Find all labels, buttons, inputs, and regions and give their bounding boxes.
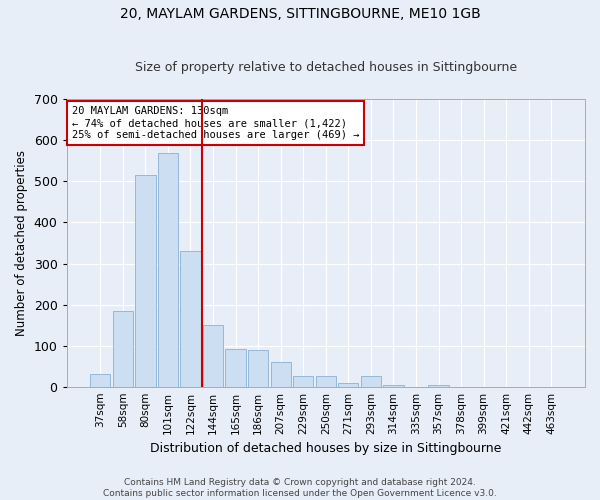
Text: Contains HM Land Registry data © Crown copyright and database right 2024.
Contai: Contains HM Land Registry data © Crown c…	[103, 478, 497, 498]
Text: 20 MAYLAM GARDENS: 130sqm
← 74% of detached houses are smaller (1,422)
25% of se: 20 MAYLAM GARDENS: 130sqm ← 74% of detac…	[72, 106, 359, 140]
Bar	[361, 376, 381, 386]
Bar	[428, 384, 449, 386]
Bar	[113, 310, 133, 386]
Bar	[203, 325, 223, 386]
Y-axis label: Number of detached properties: Number of detached properties	[15, 150, 28, 336]
Bar	[181, 251, 200, 386]
Bar	[135, 175, 155, 386]
Bar	[248, 350, 268, 387]
Bar	[316, 376, 336, 386]
X-axis label: Distribution of detached houses by size in Sittingbourne: Distribution of detached houses by size …	[150, 442, 502, 455]
Bar	[158, 152, 178, 386]
Title: Size of property relative to detached houses in Sittingbourne: Size of property relative to detached ho…	[135, 62, 517, 74]
Bar	[271, 362, 291, 386]
Bar	[338, 382, 358, 386]
Bar	[383, 384, 404, 386]
Bar	[90, 374, 110, 386]
Bar	[226, 349, 246, 387]
Bar	[293, 376, 313, 386]
Text: 20, MAYLAM GARDENS, SITTINGBOURNE, ME10 1GB: 20, MAYLAM GARDENS, SITTINGBOURNE, ME10 …	[119, 8, 481, 22]
